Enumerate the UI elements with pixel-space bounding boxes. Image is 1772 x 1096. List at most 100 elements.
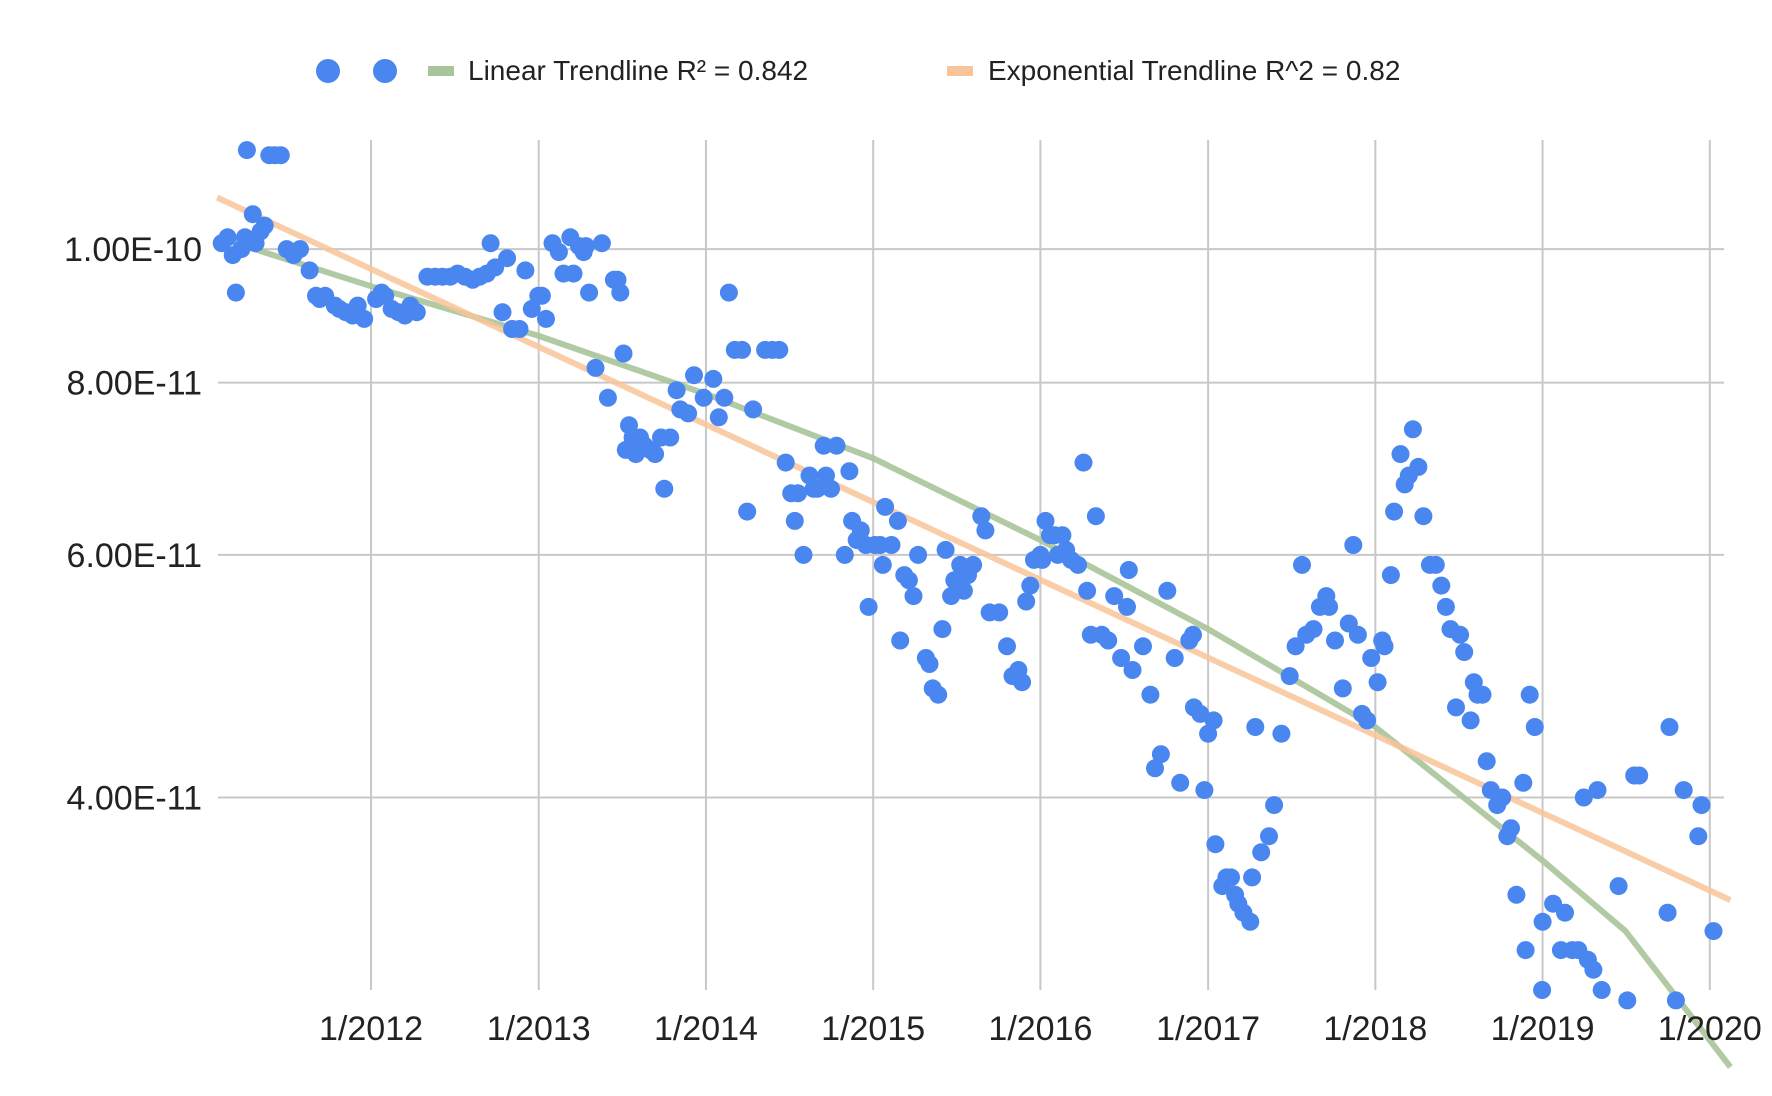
data-point	[655, 479, 674, 498]
data-point	[1241, 912, 1260, 931]
data-point	[704, 369, 723, 388]
data-point	[1112, 649, 1131, 667]
data-point	[226, 283, 245, 302]
data-point	[1099, 631, 1118, 650]
data-point	[1119, 561, 1138, 579]
data-point	[873, 555, 892, 574]
data-point	[851, 521, 870, 540]
data-point	[814, 436, 833, 455]
data-point	[1704, 922, 1723, 941]
data-point	[1171, 773, 1190, 792]
data-point	[733, 340, 752, 359]
data-point	[218, 228, 237, 247]
data-point	[1692, 796, 1711, 815]
data-point	[1403, 420, 1422, 439]
x-tick-label: 1/2014	[654, 1010, 758, 1048]
data-point	[1078, 581, 1097, 600]
x-tick-label: 1/2020	[1658, 1010, 1762, 1048]
data-point	[1584, 960, 1603, 979]
data-point	[1146, 759, 1164, 778]
data-point	[586, 358, 605, 377]
linear-trendline	[216, 234, 1733, 1069]
data-point	[1086, 507, 1105, 526]
data-point	[355, 309, 374, 328]
x-axis-tick-labels: 1/2012 1/2013 1/2014 1/2015 1/2016 1/2017 1/20…	[319, 1010, 1762, 1048]
data-point	[882, 536, 901, 554]
y-tick-label: 4.00E-11	[67, 780, 202, 818]
data-point	[776, 453, 795, 472]
data-point	[1320, 597, 1339, 616]
data-points	[212, 141, 1723, 1010]
data-point	[611, 283, 630, 302]
data-point	[667, 381, 686, 400]
data-point	[1574, 788, 1593, 807]
legend-marker-dot-1	[316, 59, 340, 83]
data-point	[1333, 679, 1352, 698]
data-point	[1432, 576, 1451, 595]
trendlines	[215, 194, 1733, 1069]
data-point	[709, 408, 728, 427]
data-point	[1391, 445, 1410, 464]
data-point	[1514, 773, 1533, 792]
data-point	[1348, 625, 1367, 644]
legend-label-exponential: Exponential Trendline R^2 = 0.82	[988, 55, 1400, 86]
data-point	[510, 320, 529, 338]
data-point	[808, 479, 827, 498]
data-point	[1243, 868, 1262, 887]
data-point	[1151, 745, 1170, 764]
x-tick-label: 1/2013	[487, 1010, 591, 1048]
data-point	[1069, 555, 1087, 574]
data-point	[1265, 796, 1284, 815]
data-point	[1017, 592, 1036, 611]
data-point	[498, 249, 517, 268]
data-point	[1409, 457, 1428, 476]
data-point	[1368, 673, 1387, 692]
data-point	[1461, 711, 1480, 730]
y-tick-label: 6.00E-11	[67, 537, 202, 575]
data-point	[1195, 781, 1214, 800]
data-point	[1689, 827, 1708, 846]
data-point	[1118, 597, 1136, 616]
data-point	[1381, 566, 1400, 585]
data-point	[1609, 877, 1628, 896]
data-point	[694, 388, 713, 407]
data-point	[1362, 649, 1381, 667]
data-point	[1588, 781, 1607, 800]
data-point	[255, 216, 274, 235]
data-point	[576, 237, 595, 256]
data-point	[237, 141, 256, 160]
data-point	[909, 545, 928, 564]
y-tick-label: 8.00E-11	[67, 365, 202, 403]
data-point	[859, 597, 878, 616]
data-point	[1304, 620, 1323, 639]
data-point	[481, 234, 500, 253]
data-point	[1618, 991, 1637, 1010]
data-point	[1036, 511, 1055, 530]
data-point	[933, 620, 952, 639]
data-point	[1358, 711, 1377, 730]
data-point	[1414, 507, 1433, 526]
data-point	[1280, 667, 1299, 686]
legend-line-exponential	[947, 66, 973, 76]
data-point	[291, 240, 309, 259]
data-point	[822, 479, 840, 498]
data-point	[1260, 827, 1278, 846]
data-point	[719, 283, 738, 302]
data-point	[407, 303, 426, 322]
data-point	[300, 261, 319, 280]
x-tick-label: 1/2017	[1156, 1010, 1260, 1048]
data-point	[1533, 912, 1552, 931]
data-point	[1021, 576, 1040, 595]
data-point	[1134, 637, 1152, 656]
data-point	[1158, 581, 1177, 600]
data-point	[972, 507, 991, 526]
data-point	[1033, 550, 1052, 569]
data-point	[1184, 625, 1202, 644]
y-gridlines	[218, 248, 1724, 799]
data-point	[990, 603, 1009, 622]
x-tick-label: 1/2015	[821, 1010, 925, 1048]
data-point	[1206, 835, 1225, 854]
data-point	[1272, 724, 1291, 743]
legend-label-linear: Linear Trendline R² = 0.842	[468, 55, 808, 86]
